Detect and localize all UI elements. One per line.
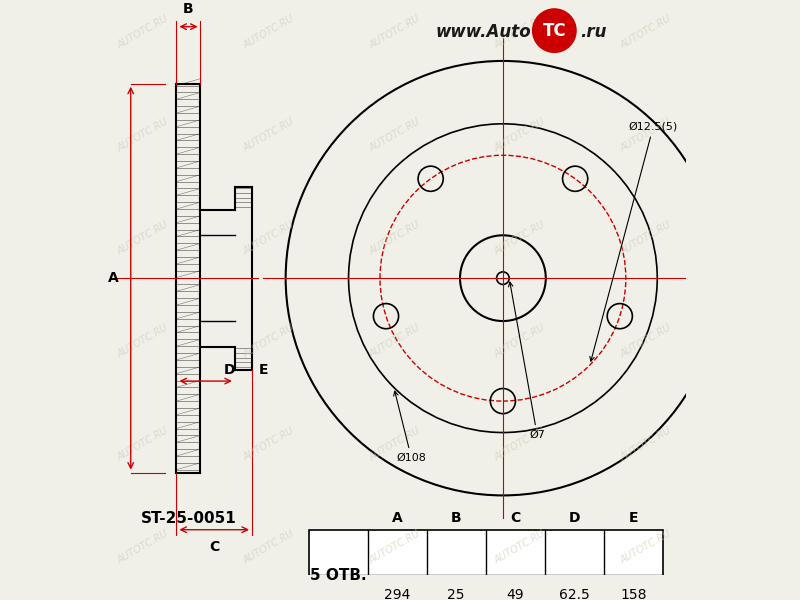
Text: AUTOTC.RU: AUTOTC.RU	[367, 116, 422, 154]
Text: AUTOTC.RU: AUTOTC.RU	[618, 220, 673, 257]
Text: AUTOTC.RU: AUTOTC.RU	[115, 220, 170, 257]
Text: ST-25-0051: ST-25-0051	[141, 511, 236, 526]
Text: D: D	[223, 362, 235, 377]
Text: AUTOTC.RU: AUTOTC.RU	[618, 116, 673, 154]
Text: B: B	[183, 2, 194, 16]
Text: AUTOTC.RU: AUTOTC.RU	[493, 116, 547, 154]
Text: AUTOTC.RU: AUTOTC.RU	[115, 528, 170, 565]
Text: Ø108: Ø108	[394, 391, 426, 463]
Text: AUTOTC.RU: AUTOTC.RU	[115, 322, 170, 359]
Text: 25: 25	[447, 589, 465, 600]
Text: AUTOTC.RU: AUTOTC.RU	[242, 322, 296, 359]
Text: 294: 294	[384, 589, 410, 600]
Text: 5 ОТВ.: 5 ОТВ.	[310, 568, 366, 583]
Text: AUTOTC.RU: AUTOTC.RU	[242, 14, 296, 51]
Text: B: B	[451, 511, 462, 525]
Text: www.Auto: www.Auto	[436, 23, 531, 41]
Text: AUTOTC.RU: AUTOTC.RU	[618, 528, 673, 565]
Text: AUTOTC.RU: AUTOTC.RU	[618, 322, 673, 359]
Text: E: E	[258, 362, 268, 377]
Text: .ru: .ru	[580, 23, 606, 41]
Text: AUTOTC.RU: AUTOTC.RU	[618, 425, 673, 463]
Text: AUTOTC.RU: AUTOTC.RU	[367, 14, 422, 51]
Text: AUTOTC.RU: AUTOTC.RU	[493, 220, 547, 257]
Text: AUTOTC.RU: AUTOTC.RU	[115, 14, 170, 51]
Text: C: C	[510, 511, 521, 525]
Text: AUTOTC.RU: AUTOTC.RU	[242, 220, 296, 257]
Text: AUTOTC.RU: AUTOTC.RU	[493, 14, 547, 51]
Text: AUTOTC.RU: AUTOTC.RU	[367, 220, 422, 257]
Text: Ø12.5(5): Ø12.5(5)	[590, 122, 678, 361]
Text: C: C	[209, 540, 219, 554]
Text: TC: TC	[542, 22, 566, 40]
Bar	[309, 530, 663, 600]
Text: AUTOTC.RU: AUTOTC.RU	[618, 14, 673, 51]
Text: AUTOTC.RU: AUTOTC.RU	[367, 322, 422, 359]
Text: AUTOTC.RU: AUTOTC.RU	[242, 528, 296, 565]
Text: A: A	[108, 271, 119, 285]
Text: AUTOTC.RU: AUTOTC.RU	[115, 116, 170, 154]
Text: AUTOTC.RU: AUTOTC.RU	[367, 528, 422, 565]
Text: AUTOTC.RU: AUTOTC.RU	[115, 425, 170, 463]
Text: AUTOTC.RU: AUTOTC.RU	[493, 425, 547, 463]
Circle shape	[533, 9, 576, 52]
Text: AUTOTC.RU: AUTOTC.RU	[493, 322, 547, 359]
Text: D: D	[569, 511, 580, 525]
Text: AUTOTC.RU: AUTOTC.RU	[242, 425, 296, 463]
Text: 62.5: 62.5	[559, 589, 590, 600]
Text: 158: 158	[620, 589, 646, 600]
Text: AUTOTC.RU: AUTOTC.RU	[242, 116, 296, 154]
Text: Ø7: Ø7	[509, 282, 545, 440]
Text: 49: 49	[506, 589, 524, 600]
Text: A: A	[392, 511, 402, 525]
Text: E: E	[629, 511, 638, 525]
Text: AUTOTC.RU: AUTOTC.RU	[493, 528, 547, 565]
Text: AUTOTC.RU: AUTOTC.RU	[367, 425, 422, 463]
